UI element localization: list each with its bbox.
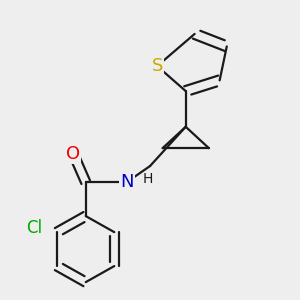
Text: Cl: Cl <box>26 219 42 237</box>
Text: H: H <box>142 172 153 186</box>
Text: S: S <box>152 57 163 75</box>
Text: O: O <box>66 145 80 163</box>
Text: N: N <box>120 173 134 191</box>
